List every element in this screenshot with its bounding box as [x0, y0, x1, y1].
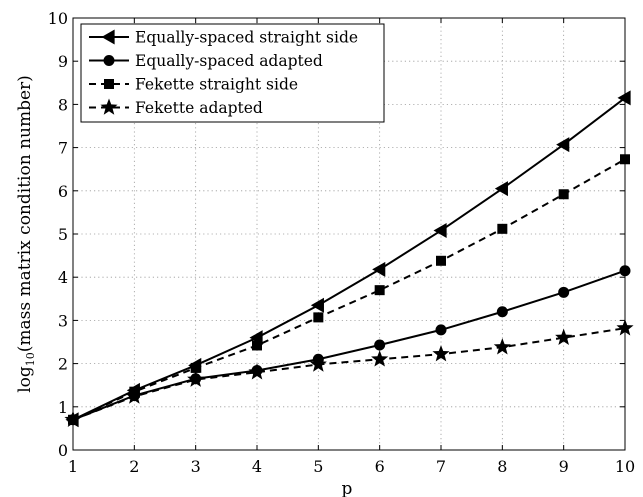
data-point [190, 362, 201, 373]
data-point [64, 410, 82, 428]
series-layer [64, 90, 634, 428]
series-line [72, 327, 626, 421]
data-point [371, 350, 389, 367]
data-point [433, 223, 447, 239]
y-tick-label: 8 [58, 95, 68, 114]
data-point [496, 306, 508, 318]
data-point [374, 339, 386, 351]
x-tick-label: 10 [615, 457, 635, 476]
legend-box [80, 23, 385, 123]
data-point [313, 312, 324, 323]
legend-marker [100, 98, 118, 115]
data-point [616, 319, 634, 336]
y-tick-label: 7 [58, 139, 68, 158]
y-tick-label: 1 [58, 398, 68, 417]
x-axis-label: p [342, 479, 353, 497]
y-axis-label-main: log [15, 366, 35, 393]
data-point [556, 137, 570, 153]
x-tick-label: 2 [129, 457, 139, 476]
legend-item: Fekette adapted [89, 98, 263, 117]
legend-label: Fekette adapted [135, 99, 263, 117]
data-point [436, 255, 446, 266]
data-point [494, 181, 508, 197]
data-point [558, 286, 570, 298]
legend-item: Fekette straight side [89, 76, 298, 94]
y-tick-label: 0 [58, 441, 68, 460]
y-tick-label: 6 [58, 182, 68, 201]
legend-item: Equally-spaced straight side [89, 29, 358, 47]
data-point [617, 90, 631, 106]
legend-label: Fekette straight side [135, 76, 298, 94]
y-tick-label: 3 [58, 311, 68, 330]
x-tick-label: 5 [313, 457, 323, 476]
series-line [72, 97, 626, 421]
series-4 [64, 319, 634, 428]
data-point [493, 338, 511, 355]
data-point [248, 363, 266, 380]
x-tick-label: 6 [375, 457, 385, 476]
y-tick-label: 2 [58, 355, 68, 374]
legend-item: Equally-spaced adapted [89, 52, 323, 70]
data-point [555, 328, 573, 345]
y-tick-label: 10 [48, 9, 68, 28]
y-axis-label: log10(mass matrix condition number) [15, 75, 37, 393]
legend-marker [104, 79, 114, 89]
x-tick-label: 9 [559, 457, 569, 476]
data-point [620, 154, 630, 165]
x-tick-label: 4 [252, 457, 262, 476]
legend: Equally-spaced straight side Equally-spac… [80, 23, 385, 123]
data-point [619, 265, 631, 277]
y-tick-label: 4 [58, 268, 68, 287]
data-point [374, 285, 385, 296]
legend-marker [103, 55, 115, 66]
legend-label: Equally-spaced adapted [135, 52, 323, 70]
data-point [309, 355, 327, 372]
x-tick-label: 7 [436, 457, 446, 476]
data-point [252, 340, 262, 351]
y-tick-label: 5 [58, 225, 68, 244]
data-point [432, 345, 450, 362]
series-line [72, 158, 626, 421]
legend-label: Equally-spaced straight side [135, 29, 358, 47]
data-point [558, 189, 569, 200]
data-point [310, 297, 324, 313]
legend-marker [101, 29, 115, 45]
y-axis-label-subscript: 10 [24, 352, 37, 366]
data-point [497, 223, 508, 234]
data-point [435, 324, 447, 336]
data-point [372, 261, 386, 277]
y-axis-label-rest: (mass matrix condition number) [15, 75, 35, 352]
y-tick-label: 9 [58, 52, 68, 71]
data-point [125, 387, 143, 404]
x-tick-label: 3 [191, 457, 201, 476]
x-tick-label: 1 [68, 457, 78, 476]
x-tick-label: 8 [497, 457, 507, 476]
data-point [187, 370, 205, 387]
